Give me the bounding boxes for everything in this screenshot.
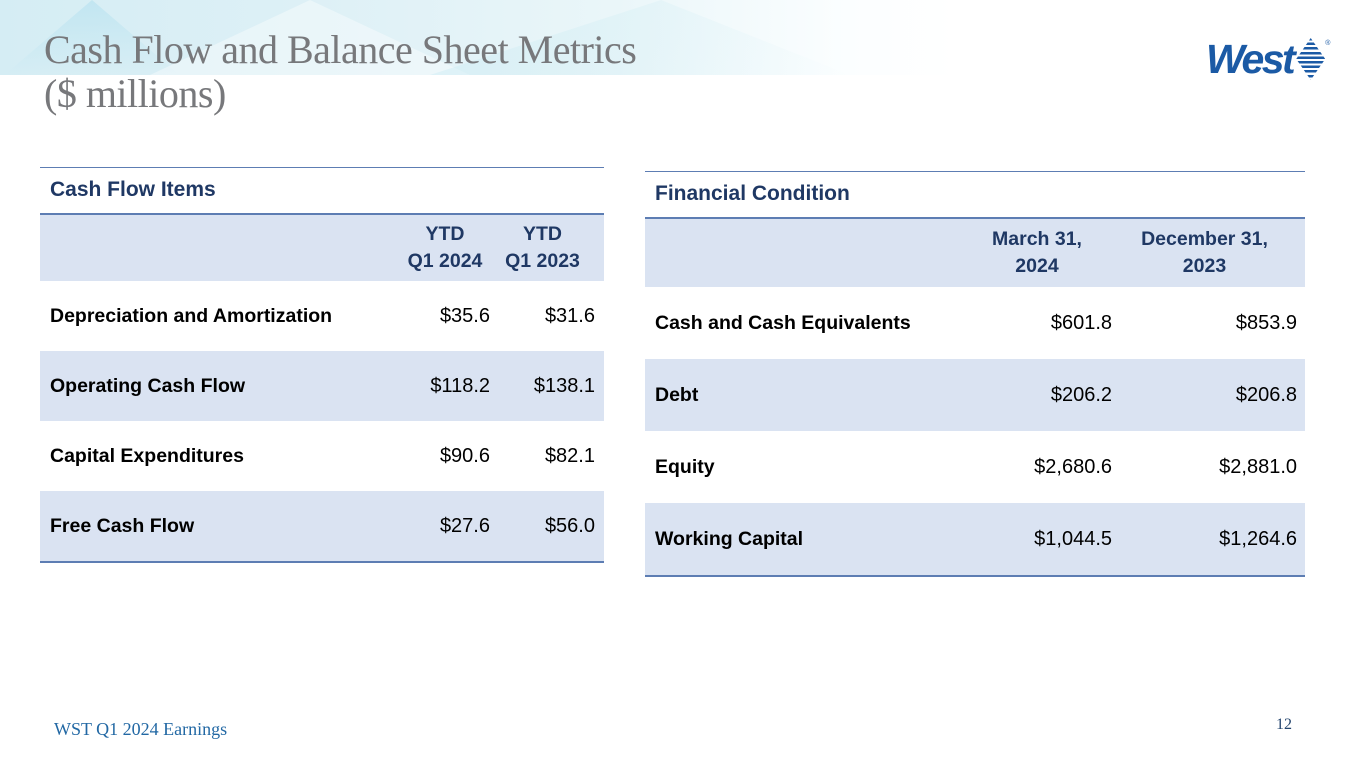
registered-trademark-symbol: ® [1325, 40, 1331, 47]
table-row: Capital Expenditures $90.6 $82.1 [40, 421, 604, 491]
financial-condition-table: Financial Condition March 31, 2024 Decem… [645, 171, 1305, 577]
table-row: Debt $206.2 $206.8 [645, 359, 1305, 431]
cash-flow-items-table: Cash Flow Items YTD Q1 2024 YTD Q1 2023 … [40, 167, 604, 563]
slide-title-line1: Cash Flow and Balance Sheet Metrics [44, 27, 637, 72]
row-value: $1,044.5 [1034, 527, 1112, 550]
cash-flow-table-header-row: YTD Q1 2024 YTD Q1 2023 [40, 213, 604, 281]
column-header-ytd-q1-2024: YTD Q1 2024 [400, 221, 490, 275]
row-label: Working Capital [655, 527, 804, 550]
row-value: $601.8 [1050, 311, 1112, 334]
west-logo: West ® [1206, 38, 1330, 80]
row-label: Operating Cash Flow [50, 374, 246, 397]
column-header-march-31-2024: March 31, 2024 [962, 226, 1112, 280]
row-label: Depreciation and Amortization [50, 304, 333, 327]
row-value: $2,680.6 [1034, 455, 1112, 478]
row-value: $206.8 [1235, 383, 1297, 406]
table-row: Operating Cash Flow $118.2 $138.1 [40, 351, 604, 421]
row-value: $138.1 [533, 374, 595, 397]
row-value: $31.6 [544, 304, 595, 327]
row-value: $853.9 [1235, 311, 1297, 334]
row-label: Cash and Cash Equivalents [655, 311, 911, 334]
slide-title: Cash Flow and Balance Sheet Metrics ($ m… [44, 27, 637, 116]
column-header-line: YTD [425, 223, 465, 245]
column-header-line: 2024 [1015, 255, 1059, 277]
slide-title-line2: ($ millions) [44, 71, 226, 116]
page-number: 12 [1276, 716, 1292, 733]
row-value: $35.6 [439, 304, 490, 327]
column-header-ytd-q1-2023: YTD Q1 2023 [490, 221, 595, 275]
row-label: Equity [655, 455, 715, 478]
row-value: $118.2 [430, 374, 490, 397]
row-value: $206.2 [1050, 383, 1112, 406]
row-value: $2,881.0 [1219, 455, 1297, 478]
column-header-line: December 31, [1141, 228, 1268, 250]
row-label: Capital Expenditures [50, 444, 244, 467]
column-header-line: March 31, [992, 228, 1082, 250]
table-row: Depreciation and Amortization $35.6 $31.… [40, 281, 604, 351]
table-row: Free Cash Flow $27.6 $56.0 [40, 491, 604, 563]
row-value: $56.0 [544, 514, 595, 537]
west-logo-diamond-icon [1296, 38, 1326, 80]
table-row: Cash and Cash Equivalents $601.8 $853.9 [645, 287, 1305, 359]
column-header-line: Q1 2023 [505, 250, 580, 272]
table-row: Working Capital $1,044.5 $1,264.6 [645, 503, 1305, 577]
financial-condition-table-header-row: March 31, 2024 December 31, 2023 [645, 217, 1305, 287]
column-header-line: 2023 [1182, 255, 1227, 277]
column-header-december-31-2023: December 31, 2023 [1112, 226, 1297, 280]
column-header-line: Q1 2024 [407, 250, 483, 272]
row-value: $1,264.6 [1219, 527, 1297, 550]
row-value: $27.6 [439, 514, 490, 537]
cash-flow-table-heading: Cash Flow Items [40, 167, 604, 213]
column-header-line: YTD [523, 223, 562, 245]
row-label: Free Cash Flow [50, 514, 195, 537]
west-logo-text: West [1206, 36, 1296, 82]
header-gradient-band [0, 0, 1365, 75]
table-row: Equity $2,680.6 $2,881.0 [645, 431, 1305, 503]
row-value: $82.1 [544, 444, 595, 467]
row-value: $90.6 [439, 444, 490, 467]
financial-condition-table-heading: Financial Condition [645, 171, 1305, 217]
row-label: Debt [655, 383, 699, 406]
footer-deck-title: WST Q1 2024 Earnings [54, 719, 228, 739]
